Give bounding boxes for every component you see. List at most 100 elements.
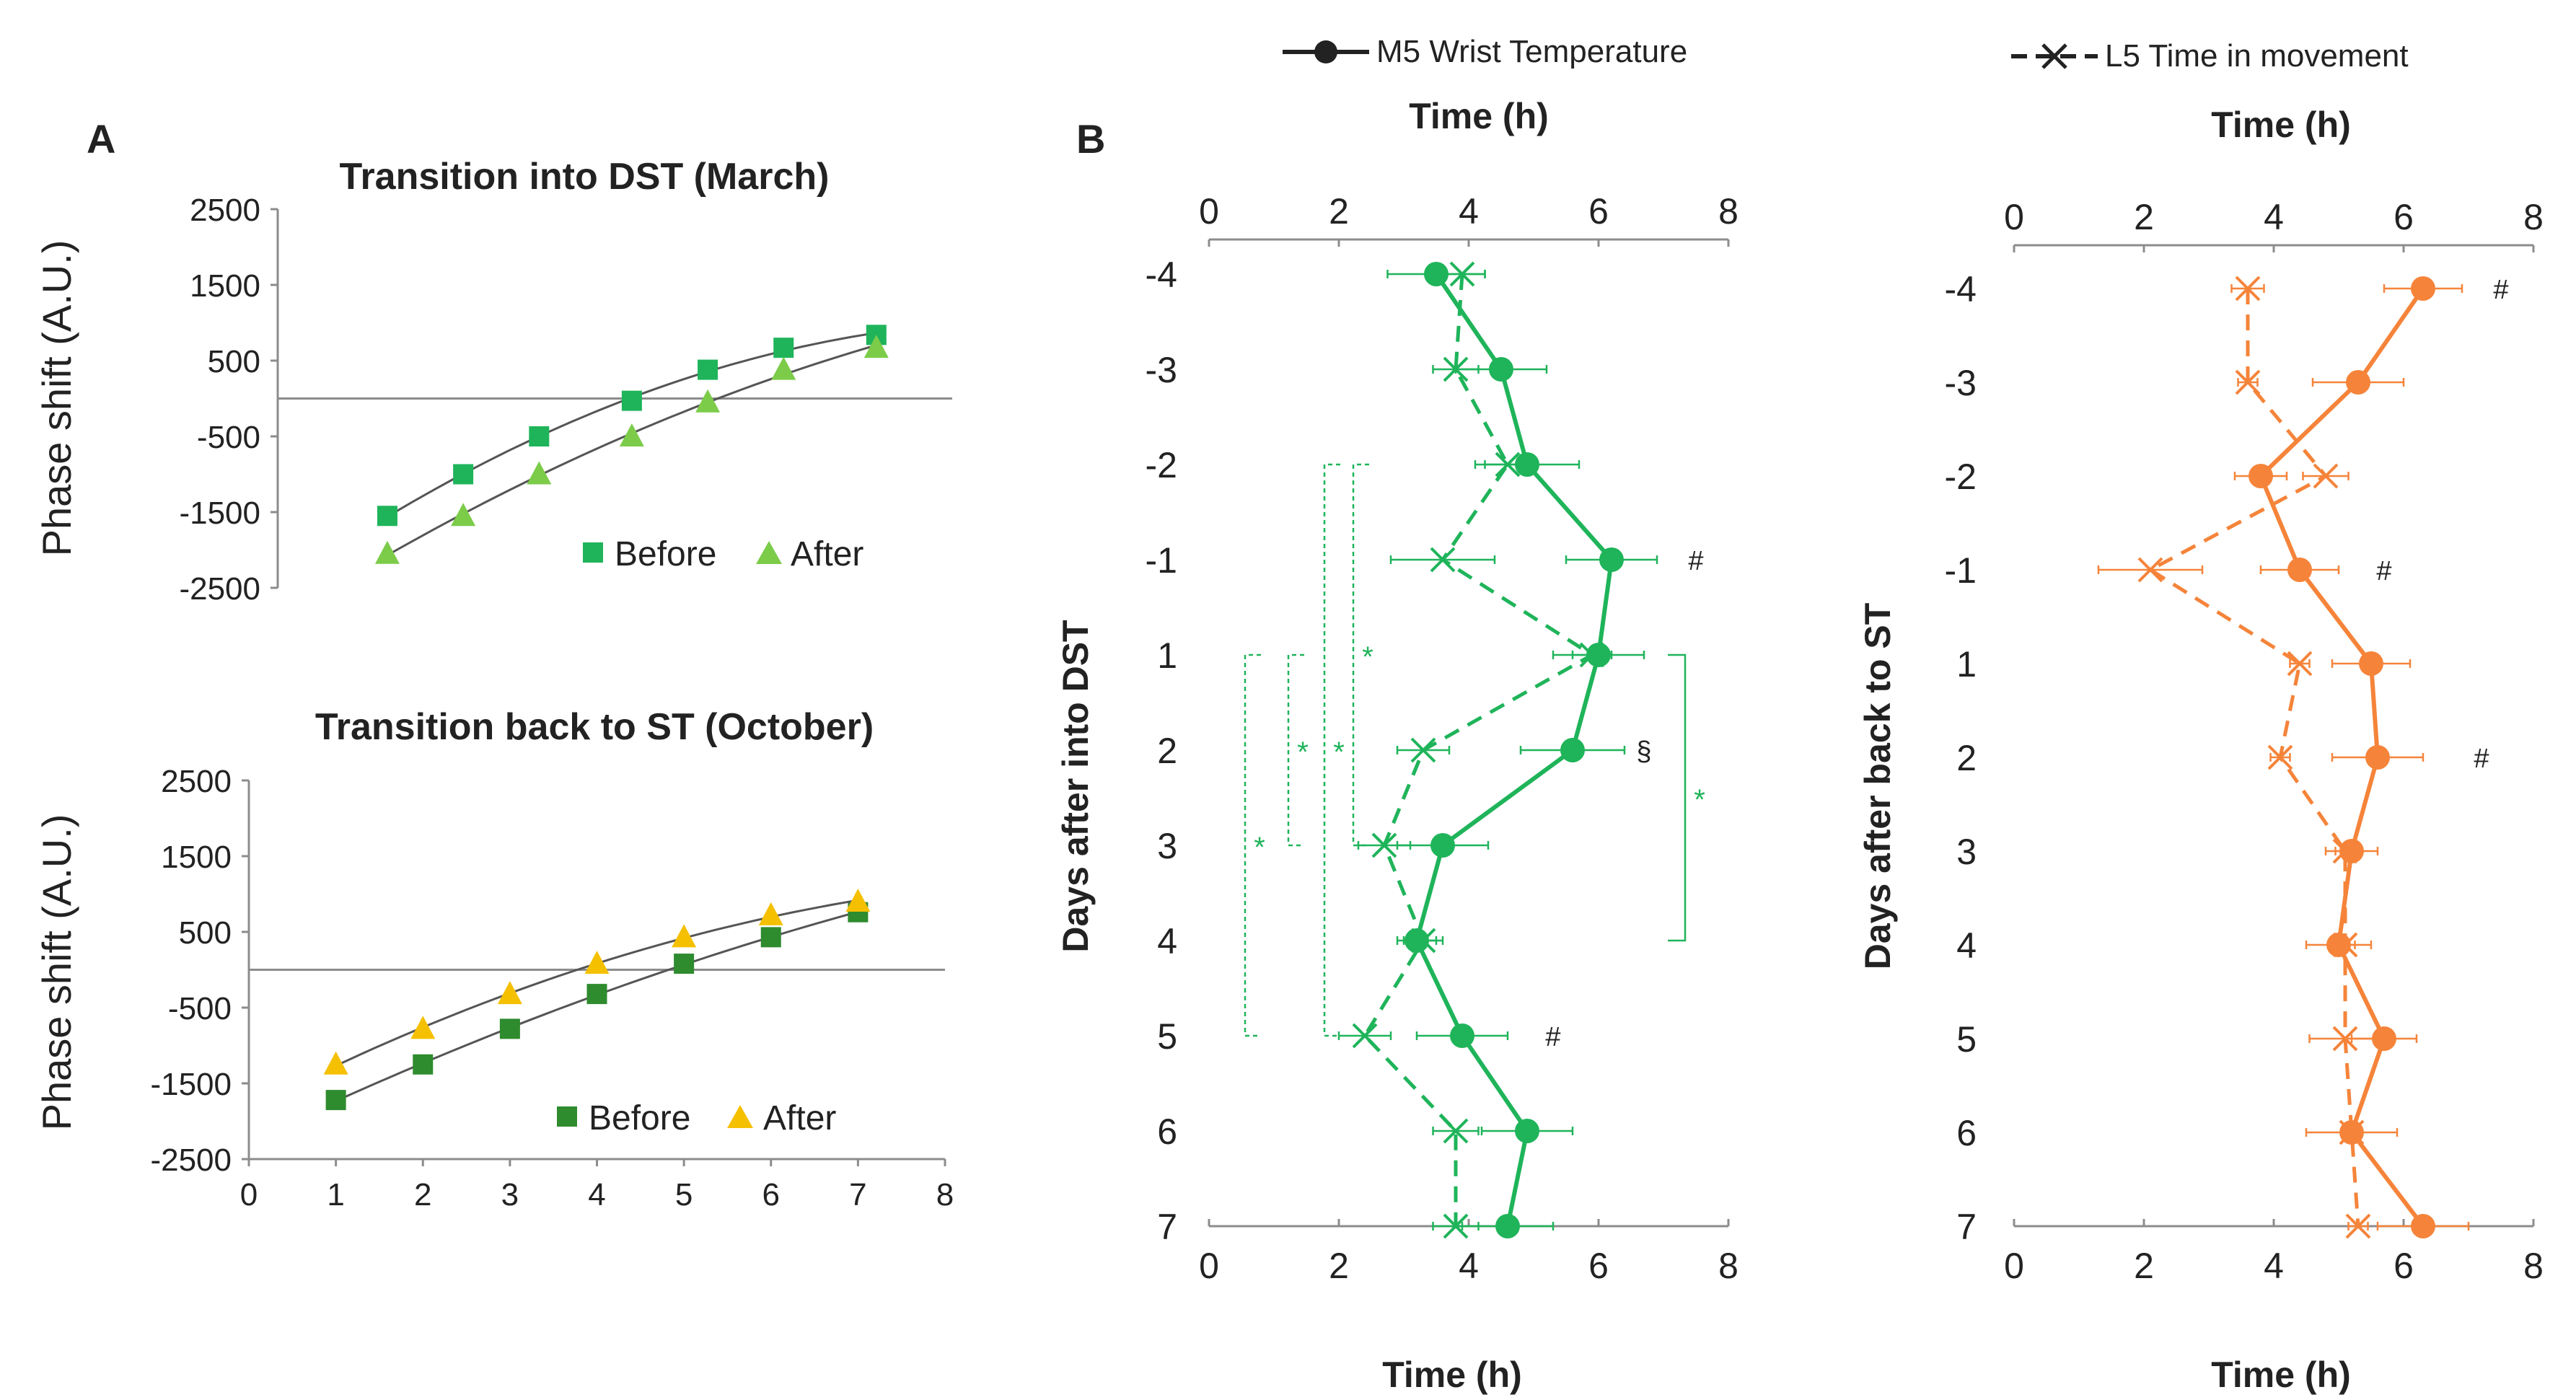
bottom-x-tick-label: 2 xyxy=(1329,1246,1349,1286)
bottom-x-tick-label: 2 xyxy=(2134,1246,2154,1286)
legend-a2-after-marker xyxy=(727,1105,753,1128)
l5-data-point xyxy=(1352,1023,1378,1049)
y-tick-label: -1500 xyxy=(150,1067,232,1102)
x-tick-label: 1 xyxy=(327,1177,344,1212)
data-point-before xyxy=(377,506,397,527)
m5-data-point xyxy=(1450,1023,1474,1048)
chart-b2-ylabel: Days after back to ST xyxy=(1858,603,1898,970)
x-tick-label: 3 xyxy=(501,1177,519,1212)
panel-label-b: B xyxy=(1076,116,1105,162)
significance-bracket-mark: * xyxy=(1362,641,1373,673)
legend-a2: Before After xyxy=(557,1099,836,1137)
l5-data-point xyxy=(1371,832,1397,858)
significance-bracket xyxy=(1244,653,1261,1037)
legend-a2-before-label: Before xyxy=(589,1099,690,1137)
day-label: 5 xyxy=(1157,1016,1177,1057)
m5-data-point xyxy=(2411,276,2435,301)
data-point-after xyxy=(672,924,697,948)
significance-mark: # xyxy=(1688,546,1703,576)
significance-mark: # xyxy=(2474,744,2489,774)
legend-a1: Before After xyxy=(583,535,863,573)
data-point-after xyxy=(323,1051,348,1075)
y-tick-label: -1500 xyxy=(179,496,260,531)
significance-bracket xyxy=(1323,463,1340,1037)
x-tick-label: 0 xyxy=(240,1177,258,1212)
day-label: -2 xyxy=(1146,445,1177,485)
day-label: 6 xyxy=(1157,1111,1177,1152)
data-point-after xyxy=(451,503,476,527)
data-point-before xyxy=(453,464,474,485)
chart-b2-xlabel: Time (h) xyxy=(2211,1355,2351,1395)
l5-data-point xyxy=(2332,838,2358,864)
m5-data-point xyxy=(1424,262,1449,286)
legend-a2-after-label: After xyxy=(763,1099,836,1137)
m5-data-point xyxy=(1560,738,1585,762)
day-label: 7 xyxy=(1956,1207,1977,1247)
y-tick-label: 2500 xyxy=(190,193,260,228)
legend-m5-marker xyxy=(1314,40,1337,63)
day-label: 4 xyxy=(1956,925,1977,966)
y-tick-label: -2500 xyxy=(150,1143,232,1178)
legend-a2-before-marker xyxy=(557,1106,577,1127)
l5-data-point xyxy=(1443,356,1469,382)
day-label: 2 xyxy=(1157,731,1177,771)
chart-b1-top-xlabel: Time (h) xyxy=(1409,96,1549,136)
m5-data-point xyxy=(1515,1119,1539,1143)
day-label: -1 xyxy=(1146,540,1177,581)
significance-bracket xyxy=(1352,463,1369,847)
x-tick-label: 7 xyxy=(849,1177,866,1212)
top-x-tick-label: 4 xyxy=(2264,197,2284,237)
significance-mark: # xyxy=(2493,275,2508,305)
l5-data-point xyxy=(2137,557,2163,583)
l5-data-point xyxy=(2235,276,2261,301)
chart-a2-ylabel: Phase shift (A.U.) xyxy=(34,814,79,1131)
m5-data-point xyxy=(2372,1026,2396,1051)
bottom-x-tick-label: 8 xyxy=(2523,1246,2544,1286)
l5-series-line xyxy=(2148,289,2360,1227)
significance-bracket-mark: * xyxy=(1694,784,1705,816)
day-label: -4 xyxy=(1146,255,1177,295)
top-x-tick-label: 8 xyxy=(2523,197,2544,237)
day-label: 1 xyxy=(1157,635,1177,676)
m5-data-point xyxy=(2365,745,2390,770)
top-x-tick-label: 8 xyxy=(1718,191,1738,232)
top-x-tick-label: 6 xyxy=(2393,197,2414,237)
m5-data-point xyxy=(2411,1214,2435,1238)
data-point-after xyxy=(863,335,889,358)
day-label: -3 xyxy=(1146,350,1177,390)
y-tick-label: -500 xyxy=(168,991,232,1026)
data-point-before xyxy=(674,954,695,974)
chart-b1-ylabel: Days after into DST xyxy=(1055,620,1096,952)
chart-b1: 0 0 2 2 4 4 6 6 8 8 -4 -3 -2 -1 1 2 3 4 5 6 7 # § # * * * * * xyxy=(1146,191,1738,1286)
data-point-after xyxy=(374,540,400,564)
l5-data-point xyxy=(2339,1119,2365,1145)
day-label: 6 xyxy=(1956,1113,1977,1153)
day-label: 1 xyxy=(1956,644,1977,684)
day-label: -2 xyxy=(1945,457,1977,497)
day-label: 2 xyxy=(1956,738,1977,778)
l5-data-point xyxy=(2313,463,2339,489)
data-point-after xyxy=(410,1016,436,1039)
y-tick-label: 500 xyxy=(179,915,232,951)
x-tick-label: 5 xyxy=(675,1177,693,1212)
legend-m5: M5 Wrist Temperature xyxy=(1283,34,1687,69)
m5-data-point xyxy=(1495,1214,1520,1238)
y-tick-label: -500 xyxy=(197,420,260,455)
significance-bracket xyxy=(1668,653,1687,942)
bottom-x-tick-label: 4 xyxy=(2264,1246,2284,1286)
l5-data-point xyxy=(2235,369,2261,395)
day-label: 4 xyxy=(1157,921,1177,961)
m5-data-point xyxy=(2248,464,2273,488)
data-point-after xyxy=(845,889,871,912)
data-point-after xyxy=(771,356,796,380)
significance-mark: # xyxy=(2376,556,2391,586)
day-label: 5 xyxy=(1956,1019,1977,1060)
significance-bracket-mark: * xyxy=(1333,736,1345,768)
chart-a1-ylabel: Phase shift (A.U.) xyxy=(34,240,79,557)
l5-data-point xyxy=(2287,651,2313,677)
bottom-x-tick-label: 4 xyxy=(1459,1246,1479,1286)
data-point-before xyxy=(499,1018,520,1039)
significance-bracket xyxy=(1287,653,1304,847)
